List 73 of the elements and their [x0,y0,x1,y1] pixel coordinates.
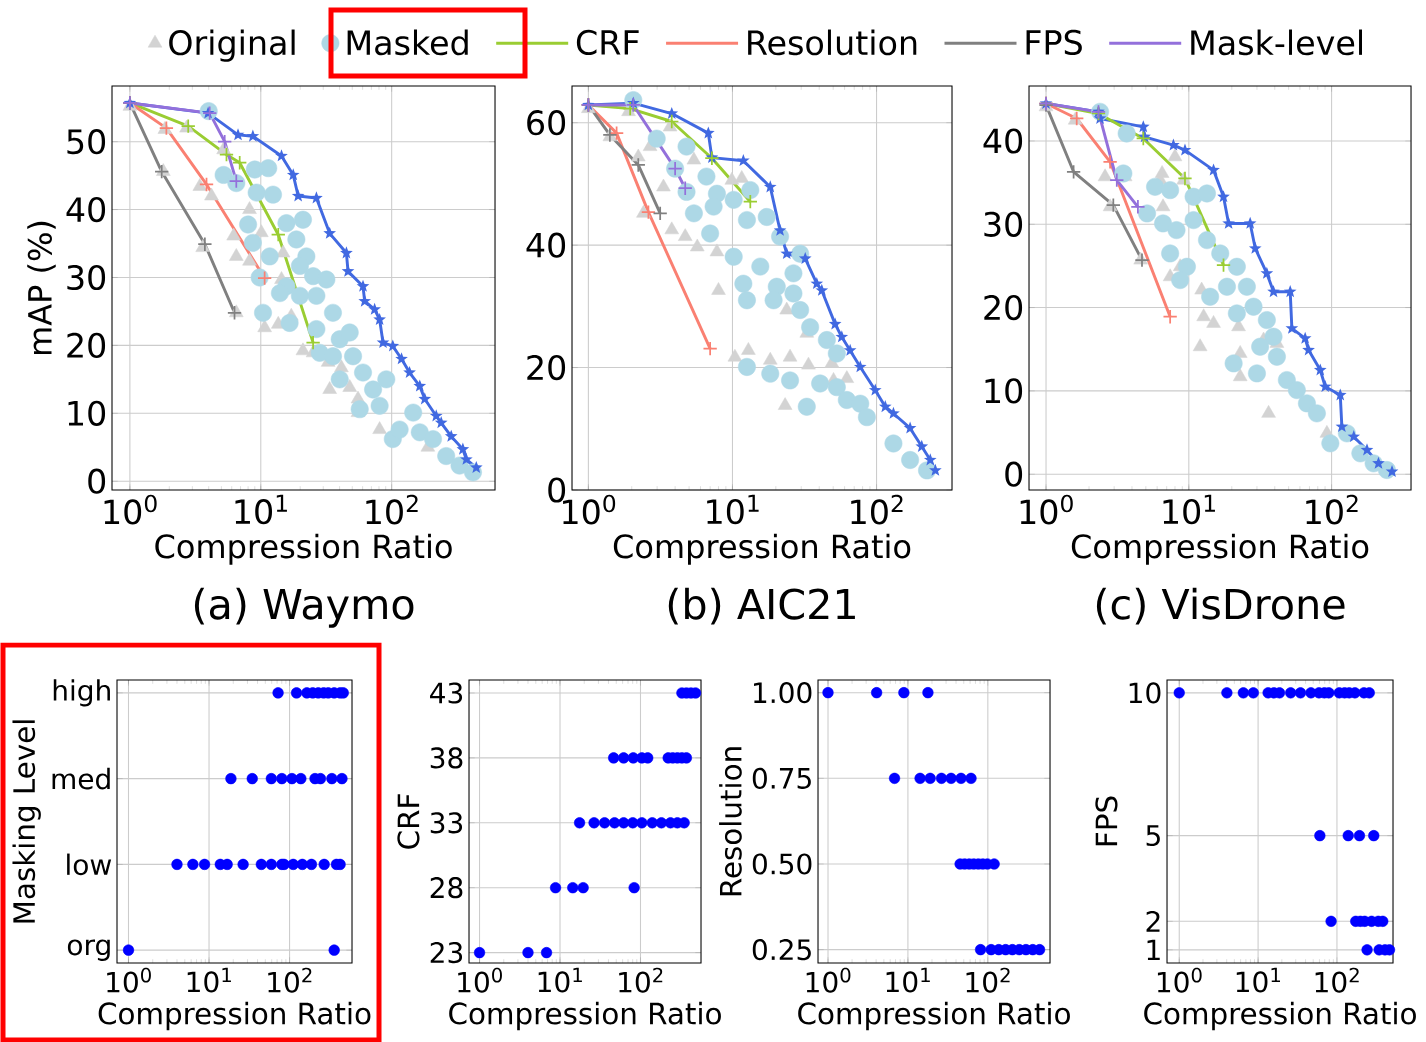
x-tick-label: 10$^{0}$ [458,967,502,993]
y-tick-label: org [67,939,110,961]
x-axis-title: Compression Ratio [1144,1001,1416,1031]
x-axis-title: Compression Ratio [613,533,911,565]
y-tick-label: 38 [430,747,463,769]
y-tick-label: med [52,767,110,790]
y-tick-label: 5 [1146,825,1160,847]
x-axis-title: Compression Ratio [1071,533,1369,565]
x-tick-label: 10$^{0}$ [1157,967,1202,993]
x-tick-label: 10$^{1}$ [707,494,759,525]
x-tick-label: 10$^{1}$ [235,494,287,525]
x-tick-label: 10$^{2}$ [851,494,903,525]
y-tick-label: 10 [985,378,1023,404]
legend-label: Resolution [748,29,917,56]
legend-label: Masked [347,29,468,56]
text: (b) AIC21 [668,587,855,625]
x-tick-label: 10$^{2}$ [268,967,312,993]
y-tick-label: 20 [527,354,566,381]
y-tick-label: 20 [984,294,1023,321]
x-tick-label: 10$^{1}$ [1236,967,1280,993]
y-axis-title: CRF [397,794,420,849]
legend-label: Mask-level [1191,29,1363,56]
y-tick-label: 23 [430,942,463,964]
y-tick-label: 1.00 [754,682,812,704]
y-axis-title: Resolution [719,747,742,896]
y-tick-label: 10 [1129,682,1161,704]
x-tick-label: 10$^{2}$ [1306,494,1358,525]
x-tick-label: 10$^{2}$ [366,494,418,525]
x-axis-title: Compression Ratio [98,1001,371,1031]
x-tick-label: 10$^{0}$ [806,967,851,993]
y-tick-label: 0.75 [752,767,811,789]
x-tick-label: 10$^{2}$ [966,967,1010,993]
y-tick-label: 0 [88,468,106,494]
x-tick-label: 10$^{1}$ [886,967,930,993]
y-tick-label: high [53,679,110,707]
y-tick-label: 10 [68,400,106,426]
y-tick-label: 20 [67,332,106,358]
x-tick-label: 10$^{0}$ [1020,494,1073,525]
y-tick-label: 28 [430,877,463,899]
x-axis-title: Compression Ratio [798,1001,1070,1031]
y-tick-label: low [67,853,112,876]
y-axis-title: FPS [1095,796,1118,846]
y-axis-title: mAP (%) [27,221,56,355]
y-tick-label: 0 [1005,461,1023,487]
text: (c) VisDrone [1096,587,1345,625]
legend-label: CRF [576,29,639,56]
x-tick-label: 10$^{1}$ [538,967,582,993]
legend-label: Original [169,29,295,62]
x-tick-label: 10$^{2}$ [619,967,663,993]
y-tick-label: 0.25 [752,939,811,961]
x-axis-title: Compression Ratio [449,1001,721,1031]
x-tick-label: 10$^{2}$ [1315,967,1359,993]
y-tick-label: 0.50 [752,853,812,875]
x-tick-label: 10$^{1}$ [187,967,231,993]
y-tick-label: 33 [430,812,463,834]
y-tick-label: 40 [526,232,566,258]
y-axis-title: Masking Level [12,720,41,923]
y-tick-label: 40 [983,128,1023,154]
x-axis-title: Compression Ratio [155,533,452,565]
y-tick-label: 50 [67,129,106,155]
x-tick-label: 10$^{0}$ [107,967,151,993]
y-tick-label: 30 [67,264,106,291]
y-tick-label: 1 [1147,939,1160,961]
y-tick-label: 40 [66,196,106,223]
y-tick-label: 30 [984,211,1023,237]
legend-label: FPS [1026,29,1082,56]
y-tick-label: 0 [548,477,566,503]
x-tick-label: 10$^{1}$ [1163,494,1215,525]
text: (a) Waymo [194,587,414,628]
y-tick-label: 60 [527,110,566,136]
x-tick-label: 10$^{0}$ [104,494,157,525]
y-tick-label: 2 [1146,910,1160,932]
y-tick-label: 43 [430,682,463,704]
